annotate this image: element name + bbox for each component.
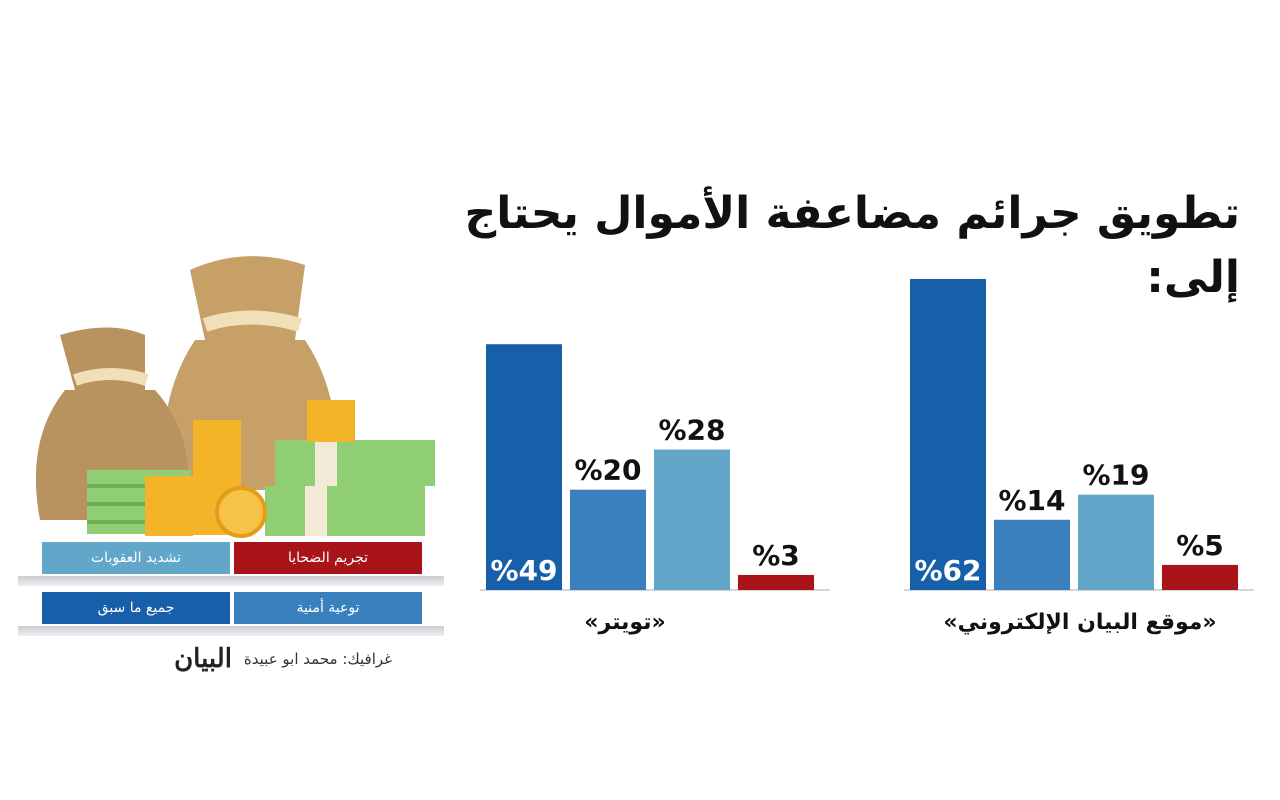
bar-victims (738, 574, 814, 590)
bar-victims (1162, 564, 1238, 590)
credit-line: غرافيك: محمد ابو عبيدة البيان (100, 642, 392, 676)
legend-item-penalties: تشديد العقوبات (42, 542, 230, 574)
legend-row-2: توعية أمنية جميع ما سبق (18, 590, 444, 636)
value-label-awareness: %20 (574, 454, 641, 487)
chart-label-albayan-website: «موقع البيان الإلكتروني» (943, 610, 1217, 635)
value-label-awareness: %14 (998, 484, 1065, 517)
legend-item-awareness: توعية أمنية (234, 592, 422, 624)
money-bags-illustration (35, 256, 435, 538)
chart-label-twitter: «تويتر» (584, 610, 666, 635)
legend-shelf-shadow (18, 576, 444, 586)
albayan-logo: البيان (174, 644, 232, 674)
bar-all (486, 344, 562, 590)
value-label-all: %62 (914, 554, 981, 587)
value-label-victims: %3 (752, 539, 800, 572)
value-label-penalties: %19 (1082, 459, 1149, 492)
chart-title: تطويق جرائم مضاعفة الأموال يحتاج إلى: (464, 188, 1241, 303)
credit-text: غرافيك: محمد ابو عبيدة (243, 650, 392, 668)
legend-item-victims: تجريم الضحايا (234, 542, 422, 574)
value-label-penalties: %28 (658, 414, 725, 447)
bar-awareness (570, 489, 646, 590)
legend-item-all: جميع ما سبق (42, 592, 230, 624)
bar-all (910, 279, 986, 590)
value-label-victims: %5 (1176, 529, 1224, 562)
bar-penalties (1078, 494, 1154, 590)
value-label-all: %49 (490, 554, 557, 587)
legend-shelf-shadow (18, 626, 444, 636)
legend-row-1: تجريم الضحايا تشديد العقوبات (18, 540, 444, 586)
bar-penalties (654, 449, 730, 590)
bar-awareness (994, 519, 1070, 590)
